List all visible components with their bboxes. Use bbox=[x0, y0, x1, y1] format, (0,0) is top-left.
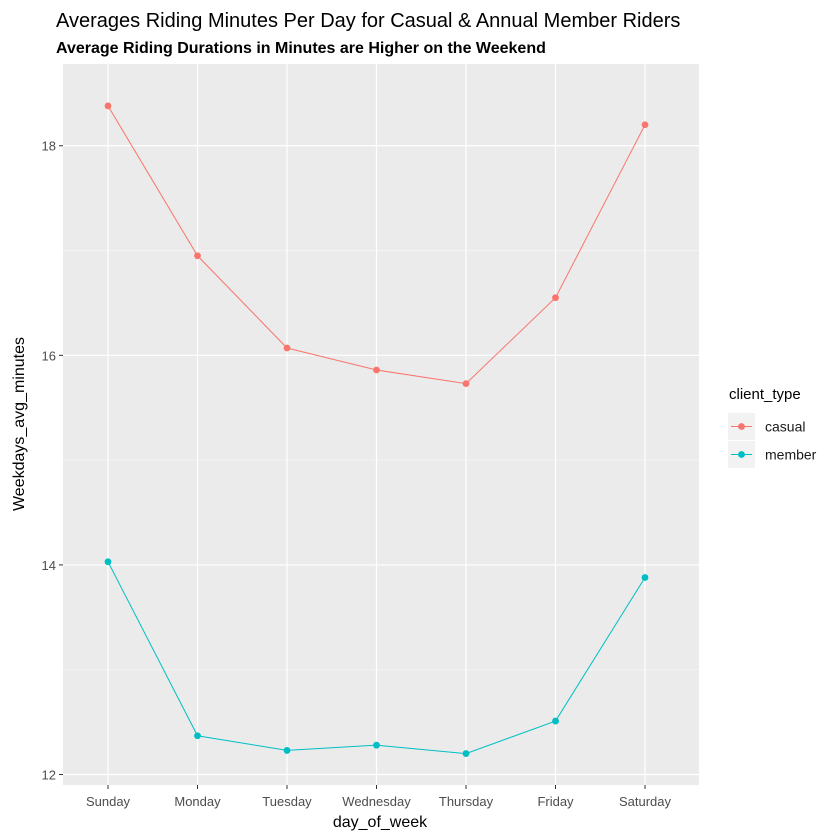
chart-title: Averages Riding Minutes Per Day for Casu… bbox=[56, 10, 680, 32]
legend: client_type casual member bbox=[728, 386, 817, 468]
legend-key-point bbox=[738, 451, 745, 458]
y-tick-label: 14 bbox=[42, 558, 56, 573]
axes: 12 14 16 18 Sunday Monday Tuesday Wednesday Thur… bbox=[42, 139, 672, 809]
legend-label: casual bbox=[765, 419, 805, 435]
grid-lines bbox=[63, 64, 699, 785]
y-tick-label: 18 bbox=[42, 139, 56, 154]
chart-subtitle: Average Riding Durations in Minutes are … bbox=[56, 40, 546, 57]
data-point bbox=[194, 252, 201, 260]
y-tick-label: 12 bbox=[42, 768, 56, 783]
data-point bbox=[641, 121, 649, 129]
data-point bbox=[283, 344, 291, 352]
legend-title: client_type bbox=[729, 386, 801, 403]
data-point bbox=[462, 750, 470, 757]
data-point bbox=[104, 102, 112, 110]
data-point bbox=[641, 574, 649, 581]
x-tick-label: Monday bbox=[174, 794, 221, 809]
data-point bbox=[373, 366, 380, 374]
series-member bbox=[104, 558, 649, 757]
legend-label: member bbox=[765, 447, 817, 463]
data-point bbox=[283, 747, 291, 754]
x-tick-label: Tuesday bbox=[262, 794, 312, 809]
legend-item-casual: casual bbox=[728, 413, 805, 440]
x-tick-label: Sunday bbox=[86, 794, 131, 809]
data-point bbox=[552, 294, 559, 302]
x-tick-label: Friday bbox=[537, 794, 574, 809]
series-casual bbox=[104, 102, 649, 388]
y-tick-label: 16 bbox=[42, 348, 56, 363]
data-point bbox=[104, 558, 112, 566]
y-axis-title: Weekdays_avg_minutes bbox=[11, 337, 28, 511]
data-point bbox=[373, 741, 380, 749]
data-point bbox=[194, 732, 201, 740]
x-tick-label: Saturday bbox=[619, 794, 672, 809]
data-point bbox=[462, 380, 470, 388]
plot-panel bbox=[63, 64, 699, 785]
data-point bbox=[552, 717, 559, 725]
x-tick-label: Wednesday bbox=[342, 794, 411, 809]
legend-key-point bbox=[738, 423, 745, 430]
x-tick-label: Thursday bbox=[439, 794, 494, 809]
x-axis-title: day_of_week bbox=[333, 814, 428, 831]
series-layer bbox=[104, 102, 649, 757]
legend-item-member: member bbox=[728, 441, 817, 468]
